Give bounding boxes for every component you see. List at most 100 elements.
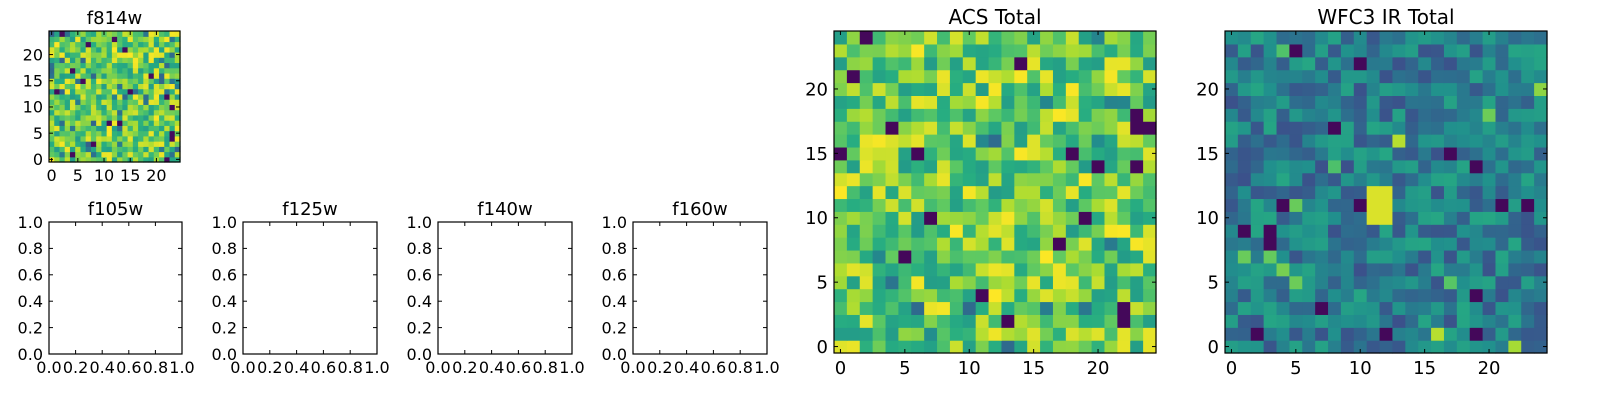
heatmap-cell: [148, 109, 155, 116]
heatmap-cell: [1078, 31, 1093, 45]
heatmap-cell: [1027, 134, 1041, 148]
heatmap-cell: [885, 185, 899, 200]
heatmap-cell: [1289, 43, 1303, 58]
heatmap-cell: [937, 275, 951, 290]
heatmap-cell: [122, 83, 129, 90]
heatmap-cell: [1091, 288, 1106, 303]
heatmap-cell: [1366, 134, 1381, 148]
heatmap-cell: [1443, 146, 1458, 161]
heatmap-cell: [911, 275, 925, 290]
heatmap-cell: [1340, 146, 1355, 161]
heatmap-cell: [85, 135, 92, 142]
heatmap-cell: [1353, 249, 1368, 264]
heatmap-cell: [96, 46, 102, 53]
heatmap-cell: [1392, 301, 1406, 315]
heatmap-cell: [64, 36, 71, 43]
heatmap-cell: [1340, 249, 1355, 264]
heatmap-cell: [1508, 314, 1522, 328]
heatmap-cell: [132, 99, 139, 105]
heatmap-cell: [64, 67, 71, 74]
heatmap-cell: [1289, 108, 1303, 122]
heatmap-cell: [911, 198, 925, 212]
heatmap-cell: [885, 172, 899, 187]
heatmap-cell: [949, 95, 964, 109]
heatmap-cell: [1534, 198, 1548, 212]
heatmap-cell: [117, 151, 123, 158]
heatmap-cell: [1117, 82, 1131, 96]
heatmap-cell: [911, 134, 925, 148]
y-tick-label: 1.0: [18, 213, 43, 232]
heatmap-cell: [59, 78, 66, 84]
heatmap-cell: [1237, 237, 1252, 251]
heatmap-cell: [872, 262, 887, 277]
heatmap-cell: [1225, 198, 1239, 212]
heatmap-cell: [1521, 237, 1535, 251]
heatmap-cell: [1250, 211, 1265, 225]
heatmap-cell: [846, 262, 861, 277]
heatmap-cell: [1143, 172, 1157, 187]
heatmap-cell: [1405, 262, 1419, 277]
heatmap-cell: [949, 121, 964, 135]
heatmap-cell: [69, 146, 76, 153]
heatmap-cell: [1027, 211, 1041, 225]
heatmap-cell: [1237, 69, 1252, 84]
heatmap-cell: [111, 41, 118, 48]
heatmap-cell: [1263, 159, 1278, 174]
heatmap-cell: [1130, 146, 1144, 161]
heatmap-cell: [846, 108, 861, 122]
heatmap-cell: [174, 151, 181, 158]
heatmap-cell: [1328, 121, 1342, 135]
heatmap-cell: [1289, 211, 1303, 225]
x-tick-label: 0.2: [257, 358, 282, 377]
heatmap-cell: [153, 88, 160, 95]
chart-title: f105w: [88, 199, 143, 220]
heatmap-cell: [1379, 95, 1394, 109]
heatmap-cell: [949, 69, 964, 84]
heatmap-cell: [846, 327, 861, 341]
heatmap-cell: [132, 67, 139, 74]
heatmap-cell: [80, 46, 87, 53]
heatmap-cell: [49, 135, 55, 142]
heatmap-cell: [1315, 327, 1329, 341]
heatmap-cell: [75, 88, 82, 95]
heatmap-cell: [1289, 172, 1303, 187]
heatmap-cell: [949, 237, 964, 251]
heatmap-cell: [169, 83, 176, 90]
heatmap-cell: [1469, 275, 1484, 290]
heatmap-cell: [937, 185, 951, 200]
heatmap-cell: [872, 95, 887, 109]
heatmap-cell: [69, 125, 76, 132]
heatmap-cell: [153, 83, 160, 90]
heatmap-cell: [1143, 249, 1157, 264]
heatmap-cell: [1027, 121, 1041, 135]
heatmap-cell: [1431, 301, 1445, 315]
heatmap-cell: [846, 185, 861, 200]
heatmap-cell: [75, 120, 82, 126]
heatmap-cell: [96, 141, 102, 147]
heatmap-cell: [949, 314, 964, 328]
heatmap-cell: [1091, 43, 1106, 58]
heatmap-cell: [69, 114, 76, 121]
heatmap-cell: [138, 57, 144, 64]
heatmap-cell: [159, 146, 165, 153]
heatmap-cell: [1521, 121, 1535, 135]
y-tick-label: 0.2: [602, 318, 627, 337]
heatmap-cell: [54, 114, 61, 121]
heatmap-cell: [1052, 82, 1067, 96]
heatmap-cell: [1469, 43, 1484, 58]
heatmap-cell: [1379, 340, 1394, 354]
y-tick-label: 0.4: [212, 292, 237, 311]
heatmap-cell: [1456, 340, 1471, 354]
heatmap-cell: [846, 172, 861, 187]
heatmap-cell: [96, 120, 102, 126]
heatmap-cell: [1495, 288, 1509, 303]
heatmap-cell: [885, 288, 899, 303]
heatmap-cell: [111, 156, 118, 163]
heatmap-cell: [1078, 146, 1093, 161]
heatmap-cell: [1143, 185, 1157, 200]
heatmap-cell: [1052, 146, 1067, 161]
heatmap-cell: [1078, 224, 1093, 238]
heatmap-cell: [1117, 43, 1131, 58]
heatmap-cell: [1456, 198, 1471, 212]
heatmap-cell: [1040, 56, 1054, 71]
